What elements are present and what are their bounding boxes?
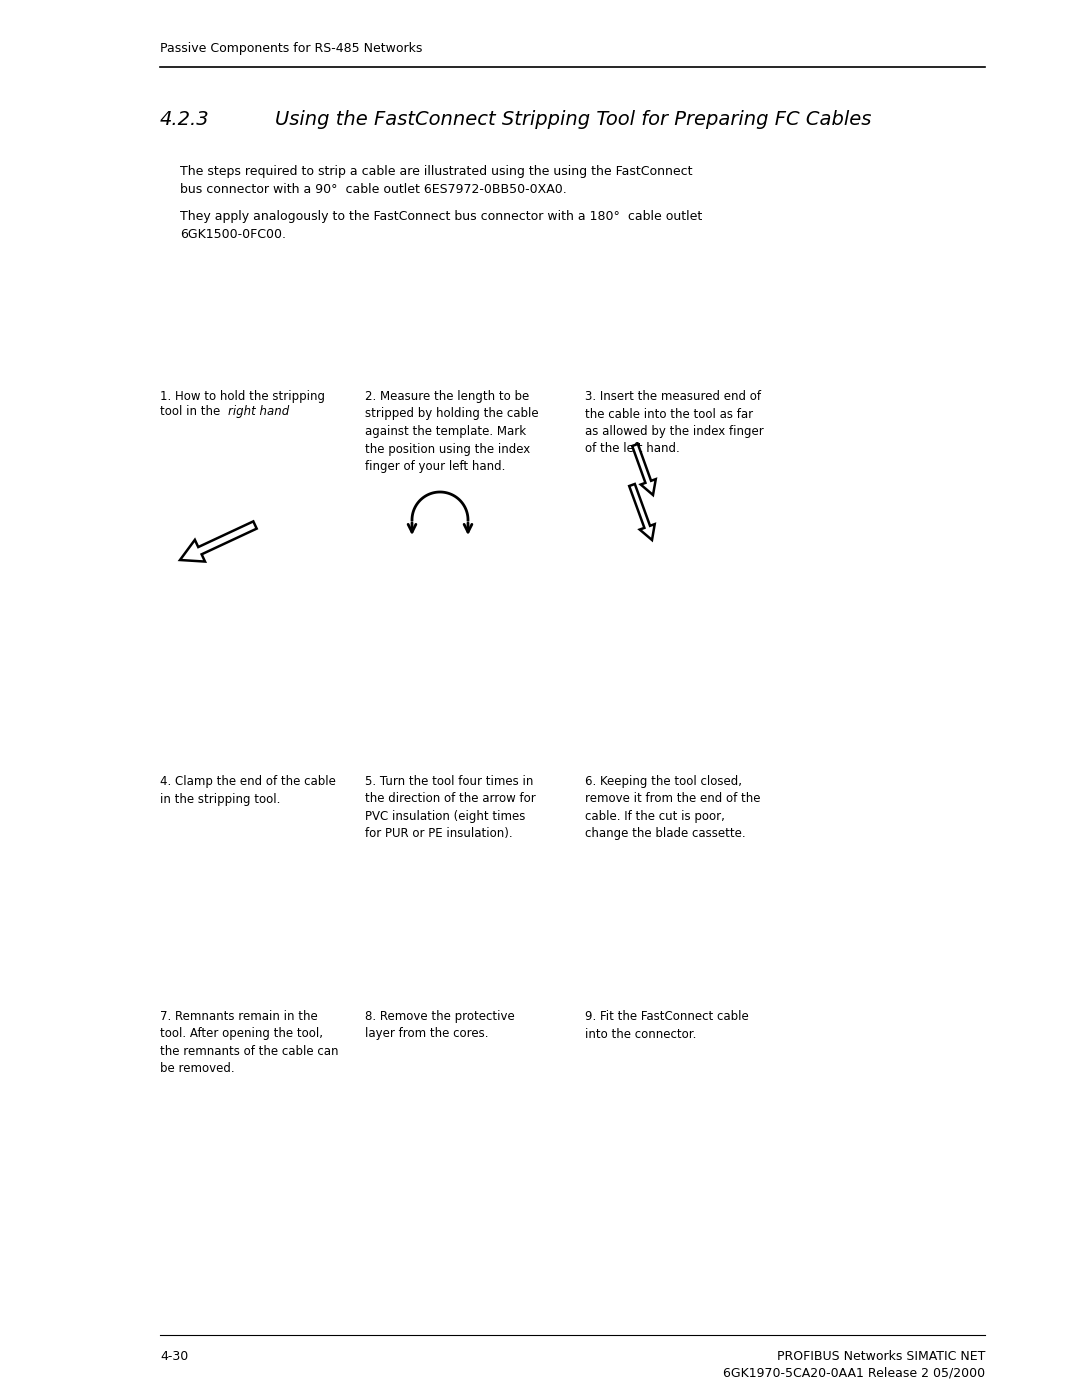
Text: 6. Keeping the tool closed,
remove it from the end of the
cable. If the cut is p: 6. Keeping the tool closed, remove it fr… [585, 775, 760, 841]
Text: 8. Remove the protective
layer from the cores.: 8. Remove the protective layer from the … [365, 1010, 515, 1041]
Text: 4-30: 4-30 [160, 1350, 188, 1363]
Text: The steps required to strip a cable are illustrated using the using the FastConn: The steps required to strip a cable are … [180, 165, 692, 177]
Text: 9. Fit the FastConnect cable
into the connector.: 9. Fit the FastConnect cable into the co… [585, 1010, 748, 1041]
Text: 6GK1500-0FC00.: 6GK1500-0FC00. [180, 228, 286, 242]
Text: 2. Measure the length to be
stripped by holding the cable
against the template. : 2. Measure the length to be stripped by … [365, 390, 539, 474]
Text: 4. Clamp the end of the cable
in the stripping tool.: 4. Clamp the end of the cable in the str… [160, 775, 336, 806]
Text: Using the FastConnect Stripping Tool for Preparing FC Cables: Using the FastConnect Stripping Tool for… [275, 110, 872, 129]
Text: 5. Turn the tool four times in
the direction of the arrow for
PVC insulation (ei: 5. Turn the tool four times in the direc… [365, 775, 536, 841]
Text: 1. How to hold the stripping: 1. How to hold the stripping [160, 390, 325, 402]
Text: They apply analogously to the FastConnect bus connector with a 180°  cable outle: They apply analogously to the FastConnec… [180, 210, 702, 224]
Text: PROFIBUS Networks SIMATIC NET: PROFIBUS Networks SIMATIC NET [777, 1350, 985, 1363]
FancyArrow shape [630, 483, 654, 541]
Text: 6GK1970-5CA20-0AA1 Release 2 05/2000: 6GK1970-5CA20-0AA1 Release 2 05/2000 [723, 1366, 985, 1379]
Text: right hand: right hand [228, 405, 289, 418]
FancyArrow shape [180, 521, 257, 562]
Text: Passive Components for RS-485 Networks: Passive Components for RS-485 Networks [160, 42, 422, 54]
Text: tool in the: tool in the [160, 405, 224, 418]
Text: 7. Remnants remain in the
tool. After opening the tool,
the remnants of the cabl: 7. Remnants remain in the tool. After op… [160, 1010, 338, 1076]
FancyArrow shape [632, 444, 656, 495]
Text: 4.2.3: 4.2.3 [160, 110, 210, 129]
Text: 3. Insert the measured end of
the cable into the tool as far
as allowed by the i: 3. Insert the measured end of the cable … [585, 390, 764, 455]
Text: bus connector with a 90°  cable outlet 6ES7972-0BB50-0XA0.: bus connector with a 90° cable outlet 6E… [180, 183, 567, 196]
